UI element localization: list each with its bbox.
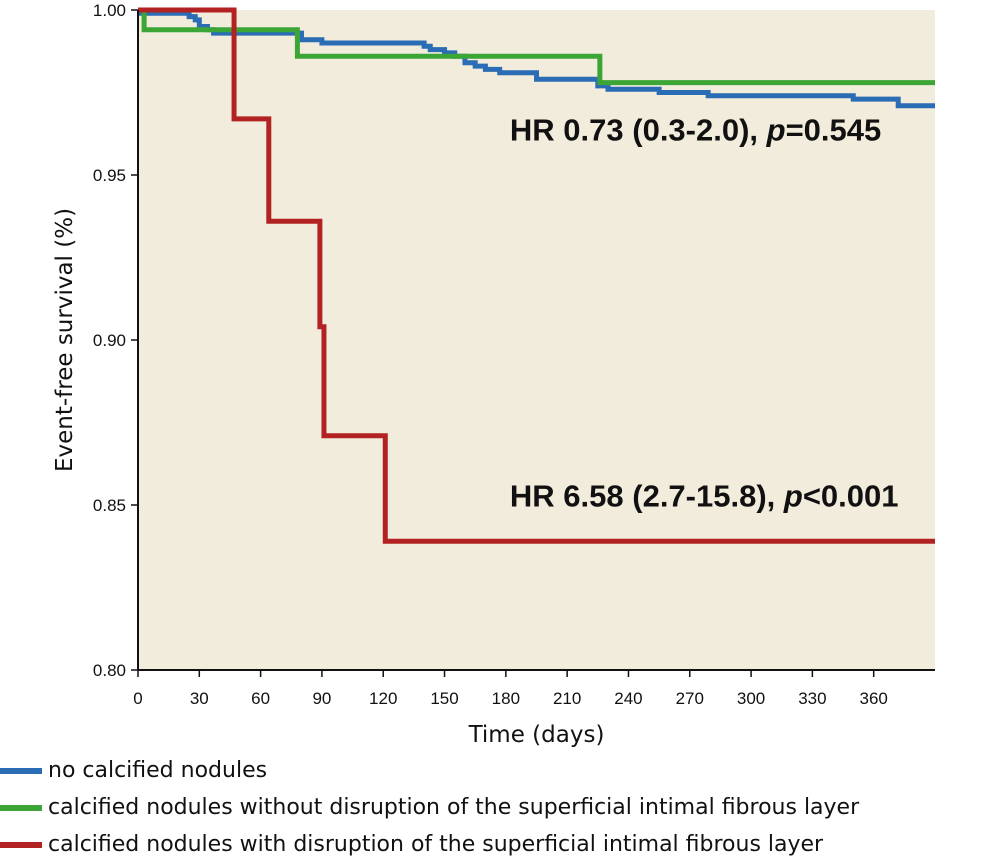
y-tick-label: 0.85 [93, 496, 126, 515]
y-tick-label: 0.95 [93, 166, 126, 185]
hr-annotation-nodules-with-disruption: HR 6.58 (2.7-15.8), p<0.001 [510, 479, 899, 514]
legend: no calcified nodules calcified nodules w… [0, 752, 859, 863]
x-tick-label: 180 [492, 689, 520, 708]
x-tick-label: 90 [312, 689, 331, 708]
y-tick-label: 0.90 [93, 331, 126, 350]
x-tick-label: 330 [798, 689, 826, 708]
plot-area [138, 10, 935, 670]
x-tick-label: 150 [430, 689, 458, 708]
curve-with-disruption [138, 7, 935, 544]
y-axis-title: Event-free survival (%) [52, 208, 78, 472]
x-axis-title: Time (days) [468, 722, 605, 748]
annotation-part: p [766, 112, 786, 147]
legend-label: calcified nodules without disruption of … [48, 795, 860, 820]
legend-swatch-red [0, 841, 42, 848]
legend-label: no calcified nodules [48, 758, 268, 783]
x-tick-label: 360 [860, 689, 888, 708]
x-tick-label: 60 [251, 689, 270, 708]
legend-swatch-green [0, 804, 42, 811]
x-tick-label: 210 [553, 689, 581, 708]
y-tick-label: 0.80 [93, 661, 126, 680]
x-tick-label: 30 [190, 689, 209, 708]
axes: 0 30 60 90 120 150 180 210 240 270 300 330 360 0.80 0.… [93, 1, 935, 708]
x-tick-label: 0 [133, 689, 142, 708]
curve-without-disruption [138, 7, 935, 86]
annotation-part: =0.545 [786, 112, 882, 147]
legend-label: calcified nodules with disruption of the… [48, 832, 824, 857]
y-tick-label: 1.00 [93, 1, 126, 20]
hr-annotation-nodules-without-disruption: HR 0.73 (0.3-2.0), p=0.545 [510, 112, 881, 147]
annotation-part: <0.001 [803, 479, 899, 514]
x-tick-label: 300 [737, 689, 765, 708]
x-tick-label: 270 [676, 689, 704, 708]
legend-item-no-nodules: no calcified nodules [0, 752, 859, 789]
annotation-part: HR 0.73 (0.3-2.0), [510, 112, 767, 147]
annotation-part: HR 6.58 (2.7-15.8), [510, 479, 784, 514]
survival-chart: 0 30 60 90 120 150 180 210 240 270 300 330 360 0.80 0.… [52, 1, 935, 748]
legend-swatch-blue [0, 767, 42, 774]
legend-item-without-disruption: calcified nodules without disruption of … [0, 789, 859, 826]
x-tick-label: 120 [369, 689, 397, 708]
annotation-part: p [783, 479, 803, 514]
x-tick-label: 240 [614, 689, 642, 708]
legend-item-with-disruption: calcified nodules with disruption of the… [0, 826, 859, 863]
survival-curves [138, 7, 935, 544]
